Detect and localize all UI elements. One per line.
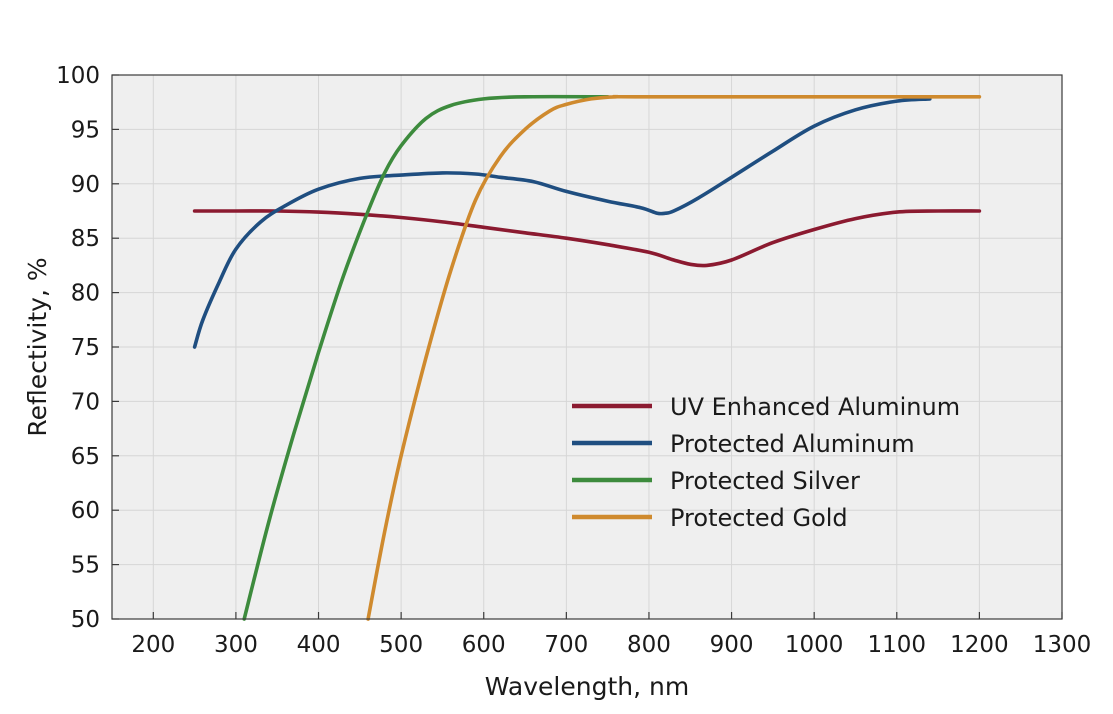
x-tick-label: 800 [627,632,671,658]
x-tick-label: 1300 [1033,632,1092,658]
legend-label: Protected Aluminum [670,430,915,458]
x-tick-label: 1100 [868,632,927,658]
y-tick-label: 50 [71,607,100,633]
y-tick-label: 80 [71,281,100,307]
legend-label: UV Enhanced Aluminum [670,393,960,421]
y-tick-label: 95 [71,117,100,143]
series-line-4 [366,94,982,621]
x-tick-label: 300 [214,632,258,658]
y-axis-title: Reflectivity, % [23,257,52,436]
grid-lines [112,74,1063,620]
x-tick-label: 200 [131,632,175,658]
x-tick-label: 900 [710,632,754,658]
y-tick-label: 60 [71,498,100,524]
y-tick-label: 55 [71,553,100,579]
x-tick-label: 1000 [785,632,844,658]
x-axis: 200 300 400 500 600 700 800 900 1000 1100 1200 1300 [131,612,1091,658]
y-tick-label: 90 [71,172,100,198]
y-axis: 50 55 60 65 70 75 80 85 90 95 100 [56,63,119,633]
x-tick-label: 700 [544,632,588,658]
series-line-2 [192,97,932,349]
x-tick-label: 1200 [950,632,1009,658]
x-tick-label: 500 [379,632,423,658]
x-axis-title: Wavelength, nm [485,672,689,701]
y-tick-label: 85 [71,226,100,252]
series-line-1 [192,209,982,268]
y-tick-label: 65 [71,444,100,470]
x-tick-label: 400 [297,632,341,658]
series-lines [192,94,982,621]
legend-label: Protected Gold [670,504,848,532]
y-tick-label: 75 [71,335,100,361]
legend-label: Protected Silver [670,467,860,495]
series-line-3 [242,94,610,621]
x-tick-label: 600 [462,632,506,658]
y-tick-label: 70 [71,389,100,415]
y-tick-label: 100 [56,63,100,89]
legend: UV Enhanced Aluminum Protected Aluminum Pr… [572,393,960,532]
